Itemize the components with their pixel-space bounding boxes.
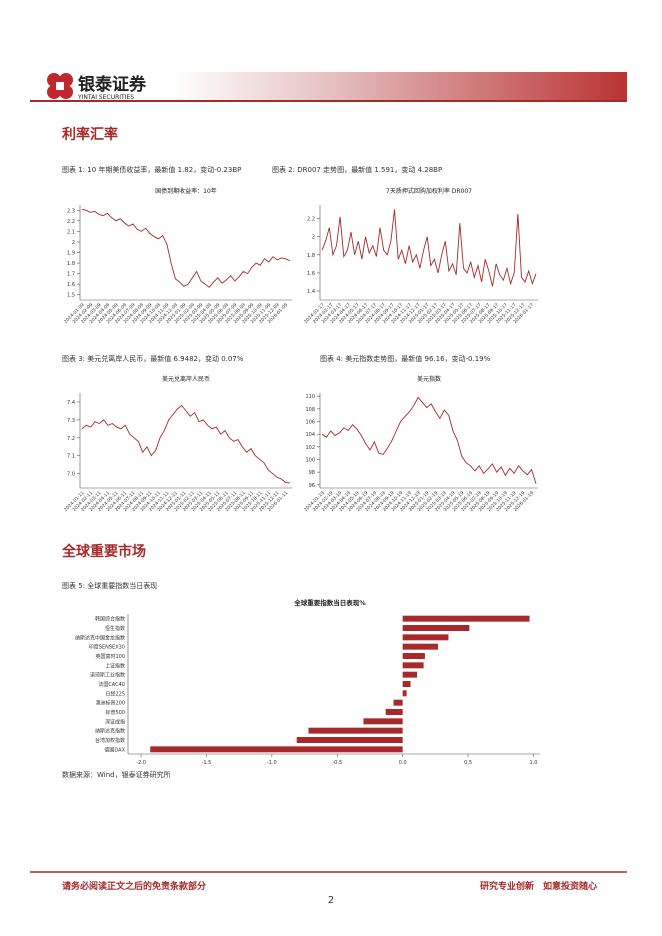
y-tick-label: 1.8 [307,253,315,259]
bar [402,653,425,659]
chart-title: 美元指数 [417,375,441,383]
bar [402,690,407,697]
logo-icon [47,73,73,99]
bar [402,615,530,622]
line-series [321,396,537,484]
footer-left: 请务必阅读正文之后的免责条款部分 [62,880,206,892]
bar [363,718,403,725]
y-tick-label: 澳洲标普200 [95,700,125,707]
x-tick-label: -0.5 [332,760,342,766]
y-tick-label: 纳斯达克中国金龙指数 [75,634,125,641]
section-title: 利率汇率 [62,126,118,143]
y-tick-label: 印度SENSEX30 [89,644,125,651]
y-tick-label: 英国富时100 [95,653,125,660]
y-tick-label: 深证成指 [105,718,125,725]
bar [385,709,403,715]
y-tick-label: 1.7 [67,272,75,278]
chart-title: 7天质押式回购加权利率 DR007 [386,187,472,195]
bar [308,727,403,734]
x-tick-label: -1.5 [202,760,212,766]
header-band [175,72,627,100]
y-tick-label: 7.4 [67,400,75,406]
bar [296,737,403,743]
y-tick-label: 7.2 [67,436,75,442]
y-tick-label: 日经225 [105,690,125,697]
line-series [81,208,291,288]
bar [402,643,438,650]
y-tick-label: 98 [309,470,315,476]
y-tick-label: 2.2 [67,219,75,225]
logo: 银泰证券 [78,74,147,95]
chart-caption: 图表 1: 10 年期美债收益率，最新值 1.82，变动-0.23BP [62,165,241,174]
y-tick-label: 2 [72,240,75,246]
y-tick-label: 1.4 [307,289,315,295]
chart-caption: 图表 3: 美元兑离岸人民币，最新值 6.9482，变动 0.07% [62,354,244,363]
chart-title: 全球重要指数当日表现% [293,598,366,607]
x-tick-label: 0.5 [464,760,472,766]
x-tick-label: 0.0 [399,760,407,766]
y-tick-label: 106 [305,420,315,426]
bar [402,634,449,641]
x-tick-label: 1.0 [529,760,537,766]
y-tick-label: 法国CAC40 [98,681,125,688]
y-tick-label: 108 [305,407,315,413]
bar [402,662,424,669]
chart-title: 美元兑离岸人民币 [162,375,210,383]
y-tick-label: 德国DAX [104,746,125,753]
bar [402,625,470,631]
y-tick-label: 1.9 [67,251,75,257]
y-tick-label: 7.1 [67,454,75,460]
y-tick-label: 110 [305,394,315,400]
line-series [81,404,291,484]
y-tick-label: 上证指数 [105,662,125,669]
x-tick-label: -1.0 [267,760,277,766]
y-tick-label: 1.6 [67,282,75,288]
footer-right: 研究专业创新 如意投资随心 [480,880,597,892]
y-tick-label: 台湾加权指数 [95,737,125,744]
logo-en: YINTAI SECURITIES [77,94,134,101]
y-tick-label: 2.1 [67,229,75,235]
y-tick-label: 1.5 [67,293,75,299]
y-tick-label: 道琼斯工业指数 [90,672,125,679]
y-tick-label: 纳斯达克指数 [95,728,125,735]
bar [150,746,403,753]
y-tick-label: 2.3 [67,208,75,214]
y-tick-label: 102 [305,445,315,451]
bar [402,681,411,687]
source: 数据来源：Wind，银泰证券研究所 [62,770,171,779]
y-tick-label: 7.0 [67,472,75,478]
y-tick-label: 标普500 [105,709,125,716]
line-series [321,209,537,287]
y-tick-label: 韩国综合指数 [95,616,125,623]
section-title: 全球重要市场 [61,543,146,560]
y-tick-label: 104 [305,432,315,438]
y-tick-label: 2.2 [307,217,315,223]
chart-caption: 图表 2: DR007 走势图，最新值 1.591，变动 4.28BP [272,165,442,174]
chart-caption: 图表 5: 全球重要指数当日表现 [62,581,157,590]
y-tick-label: 7.3 [67,418,75,424]
chart-title: 国债到期收益率：10年 [155,187,217,195]
y-tick-label: 1.8 [67,261,75,267]
bar [393,699,403,706]
y-tick-label: 2 [312,235,315,241]
y-tick-label: 96 [309,483,315,489]
x-tick-label: -2.0 [136,760,146,766]
y-tick-label: 恒生指数 [105,625,125,632]
chart-caption: 图表 4: 美元指数走势图，最新值 96.16，变动-0.19% [320,354,491,363]
y-tick-label: 100 [305,458,315,464]
bar [402,671,418,678]
y-tick-label: 1.6 [307,271,315,277]
page-number: 2 [328,895,334,906]
